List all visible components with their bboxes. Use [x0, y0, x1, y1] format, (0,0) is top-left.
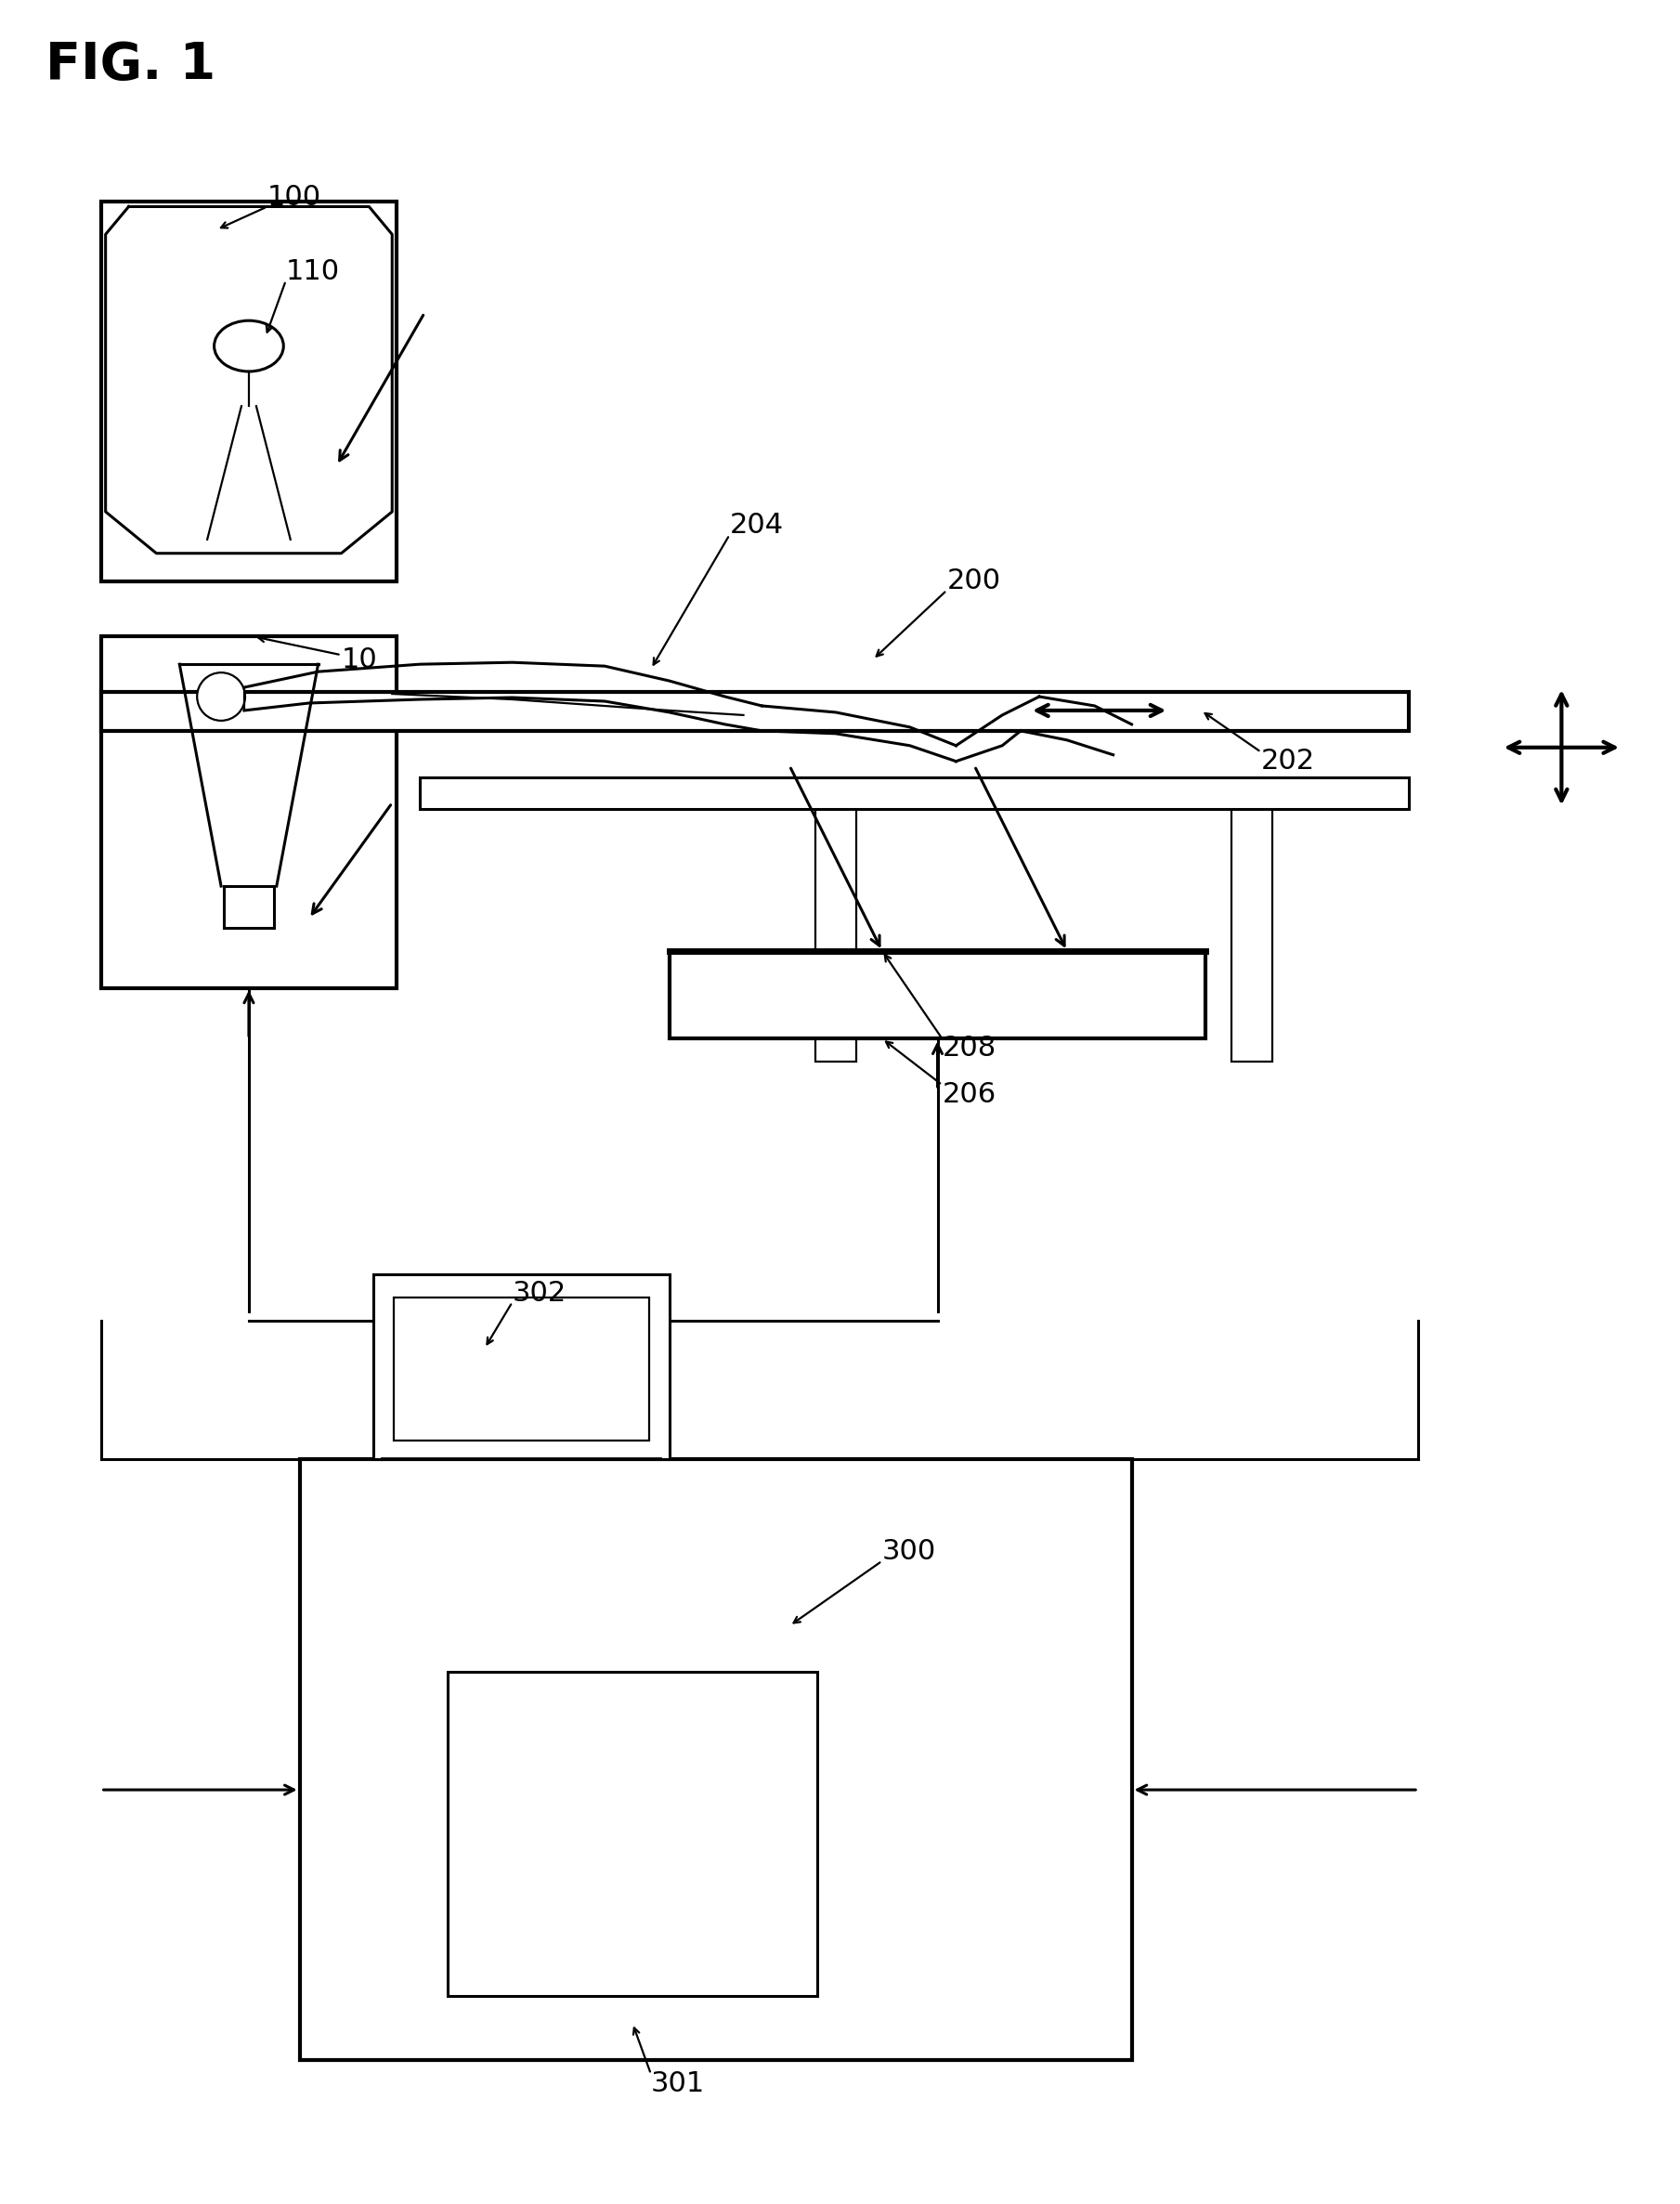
Text: 110: 110 — [286, 258, 339, 284]
Bar — [299, 1459, 1132, 2061]
Text: 301: 301 — [650, 2070, 706, 2096]
Bar — [447, 1673, 818, 1995]
Text: 10: 10 — [341, 646, 378, 672]
Bar — [373, 1274, 669, 1459]
Text: 202: 202 — [1262, 747, 1315, 776]
Text: 300: 300 — [882, 1538, 936, 1565]
Bar — [101, 692, 1410, 732]
Bar — [1231, 809, 1273, 1062]
Ellipse shape — [213, 320, 284, 372]
Text: 302: 302 — [512, 1281, 566, 1307]
Text: 208: 208 — [942, 1034, 996, 1062]
Bar — [669, 950, 1206, 1038]
Text: 100: 100 — [267, 183, 321, 212]
Bar — [101, 637, 396, 987]
Bar — [101, 203, 396, 582]
Text: 204: 204 — [729, 511, 783, 540]
Bar — [223, 886, 274, 928]
Bar — [420, 778, 1410, 809]
Text: 200: 200 — [948, 569, 1001, 595]
Text: 206: 206 — [942, 1080, 996, 1109]
Ellipse shape — [197, 672, 245, 721]
Bar — [395, 1298, 648, 1441]
Text: FIG. 1: FIG. 1 — [45, 40, 215, 90]
Bar — [815, 809, 857, 1062]
